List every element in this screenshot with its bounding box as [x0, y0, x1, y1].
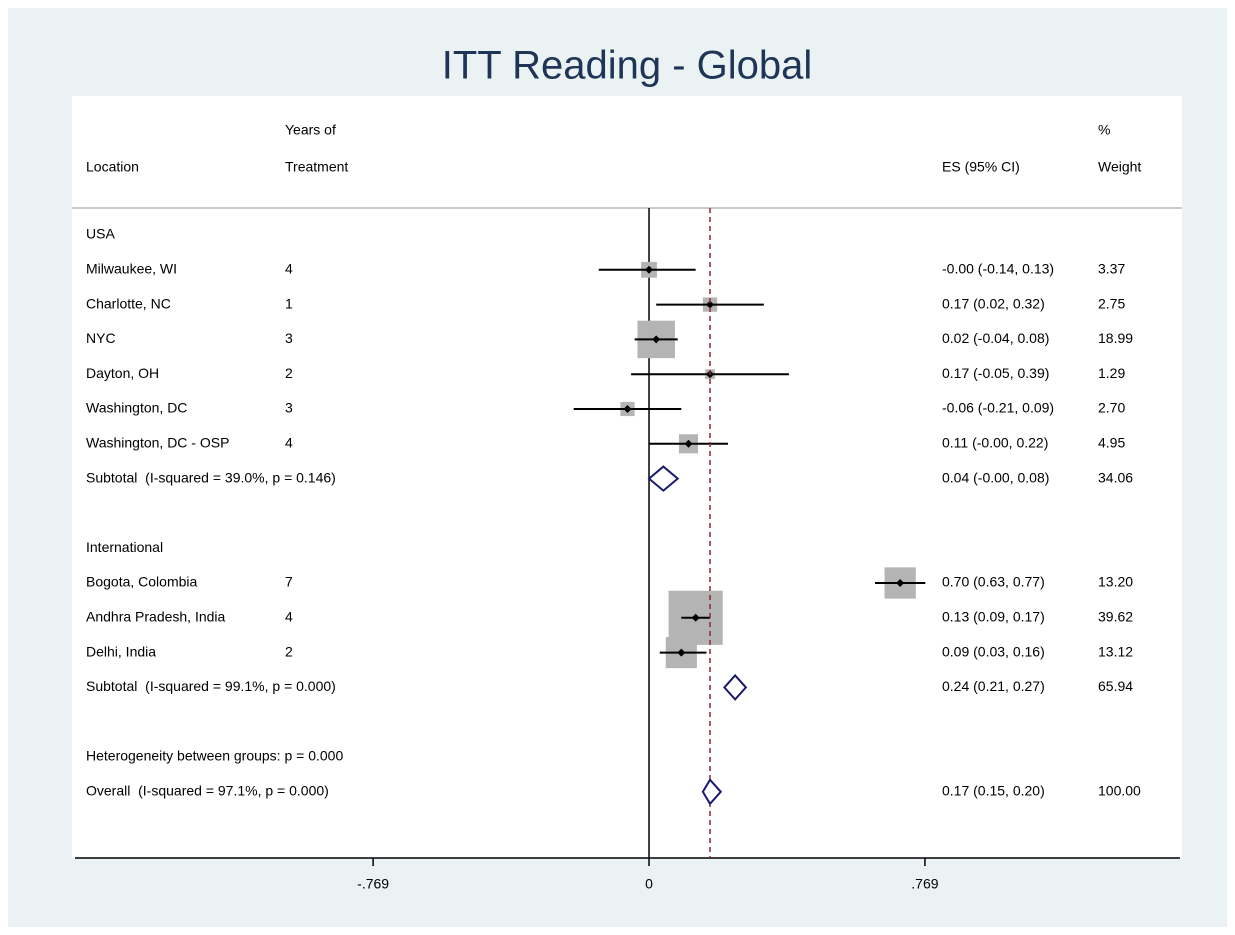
plot-bg	[72, 96, 1182, 858]
column-header: %	[1098, 122, 1110, 138]
weight-label: 13.20	[1098, 574, 1133, 590]
subtotal-label: Subtotal (I-squared = 39.0%, p = 0.146)	[86, 469, 336, 485]
years-label: 3	[285, 330, 293, 346]
years-label: 1	[285, 295, 293, 311]
es-label: 0.17 (0.15, 0.20)	[942, 783, 1045, 799]
weight-label: 65.94	[1098, 678, 1133, 694]
es-label: 0.02 (-0.04, 0.08)	[942, 330, 1049, 346]
es-label: 0.17 (-0.05, 0.39)	[942, 365, 1049, 381]
es-label: -0.06 (-0.21, 0.09)	[942, 400, 1054, 416]
x-tick-label: .769	[911, 876, 938, 892]
weight-label: 3.37	[1098, 261, 1125, 277]
years-label: 7	[285, 574, 293, 590]
point-estimate	[623, 405, 632, 413]
point-estimate	[677, 648, 686, 657]
column-header: Location	[86, 159, 139, 175]
weight-label: 1.29	[1098, 365, 1125, 381]
es-label: -0.00 (-0.14, 0.13)	[942, 261, 1054, 277]
pooled-diamond	[701, 778, 723, 806]
years-label: 2	[285, 643, 293, 659]
study-label: Washington, DC	[86, 400, 187, 416]
weight-label: 100.00	[1098, 783, 1141, 799]
pooled-diamond	[647, 465, 680, 492]
es-label: 0.11 (-0.00, 0.22)	[942, 435, 1048, 451]
study-label: Dayton, OH	[86, 365, 159, 381]
point-estimate	[652, 335, 661, 344]
heterogeneity-label: Heterogeneity between groups: p = 0.000	[86, 748, 343, 764]
column-header: Years of	[285, 122, 336, 138]
point-estimate	[691, 613, 700, 622]
chart-title: ITT Reading - Global	[442, 44, 813, 88]
overall-label: Overall (I-squared = 97.1%, p = 0.000)	[86, 783, 329, 799]
weight-label: 13.12	[1098, 643, 1133, 659]
weight-label: 4.95	[1098, 435, 1125, 451]
weight-label: 39.62	[1098, 609, 1133, 625]
study-label: Delhi, India	[86, 643, 156, 659]
study-label: Washington, DC - OSP	[86, 435, 229, 451]
es-label: 0.04 (-0.00, 0.08)	[942, 469, 1049, 485]
es-label: 0.70 (0.63, 0.77)	[942, 574, 1045, 590]
x-tick-label: 0	[645, 876, 653, 892]
point-estimate	[684, 439, 693, 448]
point-estimate	[645, 265, 654, 274]
x-tick-label: -.769	[357, 876, 389, 892]
weight-label: 2.75	[1098, 295, 1125, 311]
years-label: 4	[285, 435, 293, 451]
es-label: 0.13 (0.09, 0.17)	[942, 609, 1045, 625]
group-label: USA	[86, 226, 115, 242]
pooled-diamond	[723, 673, 748, 701]
weight-label: 2.70	[1098, 400, 1125, 416]
years-label: 2	[285, 365, 293, 381]
subtotal-label: Subtotal (I-squared = 99.1%, p = 0.000)	[86, 678, 336, 694]
es-label: 0.09 (0.03, 0.16)	[942, 643, 1045, 659]
point-estimate	[706, 300, 715, 309]
years-label: 4	[285, 261, 293, 277]
study-label: Andhra Pradesh, India	[86, 609, 226, 625]
study-label: NYC	[86, 330, 116, 346]
study-label: Bogota, Colombia	[86, 574, 198, 590]
years-label: 3	[285, 400, 293, 416]
es-label: 0.17 (0.02, 0.32)	[942, 295, 1045, 311]
study-label: Charlotte, NC	[86, 295, 171, 311]
years-label: 4	[285, 609, 293, 625]
study-label: Milwaukee, WI	[86, 261, 177, 277]
point-estimate	[896, 579, 905, 587]
weight-label: 34.06	[1098, 469, 1133, 485]
es-label: 0.24 (0.21, 0.27)	[942, 678, 1045, 694]
column-header: ES (95% CI)	[942, 159, 1020, 175]
column-header: Weight	[1098, 159, 1141, 175]
weight-label: 18.99	[1098, 330, 1133, 346]
column-header: Treatment	[285, 159, 348, 175]
group-label: International	[86, 539, 163, 555]
